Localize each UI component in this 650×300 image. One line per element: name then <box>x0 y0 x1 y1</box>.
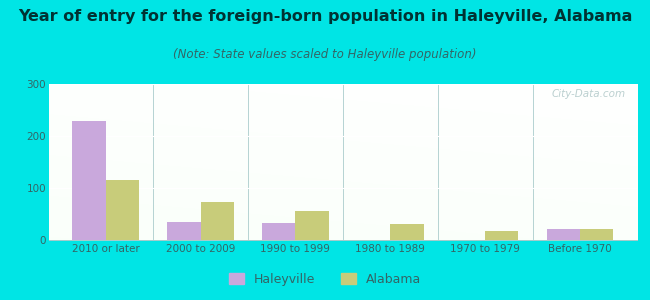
Bar <box>201 202 234 240</box>
Bar <box>262 223 296 240</box>
Bar <box>167 222 201 240</box>
Bar <box>106 180 139 240</box>
Bar <box>580 229 614 240</box>
Bar <box>390 224 424 240</box>
Text: City-Data.com: City-Data.com <box>551 89 625 99</box>
Bar <box>296 212 329 240</box>
Text: Year of entry for the foreign-born population in Haleyville, Alabama: Year of entry for the foreign-born popul… <box>18 9 632 24</box>
Bar <box>485 231 519 240</box>
Legend: Haleyville, Alabama: Haleyville, Alabama <box>224 268 426 291</box>
Bar <box>72 122 106 240</box>
Text: (Note: State values scaled to Haleyville population): (Note: State values scaled to Haleyville… <box>174 48 476 61</box>
Bar <box>547 229 580 240</box>
